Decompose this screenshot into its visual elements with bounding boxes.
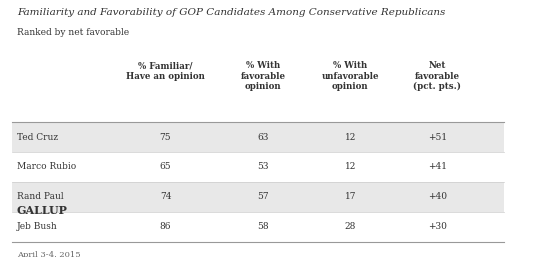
- Text: April 3-4, 2015: April 3-4, 2015: [17, 251, 80, 257]
- Text: 17: 17: [344, 192, 356, 201]
- Text: % Familiar/
Have an opinion: % Familiar/ Have an opinion: [126, 61, 205, 81]
- Text: GALLUP: GALLUP: [17, 205, 68, 216]
- Text: Net
favorable
(pct. pts.): Net favorable (pct. pts.): [413, 61, 461, 91]
- Text: 86: 86: [160, 222, 171, 231]
- Text: 63: 63: [257, 133, 269, 142]
- Text: Ted Cruz: Ted Cruz: [17, 133, 58, 142]
- Text: 12: 12: [344, 162, 356, 171]
- Text: 57: 57: [257, 192, 269, 201]
- Text: 65: 65: [160, 162, 171, 171]
- Text: +40: +40: [428, 192, 447, 201]
- FancyBboxPatch shape: [12, 182, 504, 212]
- FancyBboxPatch shape: [12, 122, 504, 152]
- Text: Ranked by net favorable: Ranked by net favorable: [17, 28, 129, 37]
- Text: Familiarity and Favorability of GOP Candidates Among Conservative Republicans: Familiarity and Favorability of GOP Cand…: [17, 8, 445, 17]
- Text: Marco Rubio: Marco Rubio: [17, 162, 76, 171]
- Text: 75: 75: [160, 133, 171, 142]
- Text: % With
favorable
opinion: % With favorable opinion: [240, 61, 286, 91]
- Text: % With
unfavorable
opinion: % With unfavorable opinion: [321, 61, 379, 91]
- Text: 12: 12: [344, 133, 356, 142]
- Text: +30: +30: [428, 222, 447, 231]
- Text: +41: +41: [428, 162, 447, 171]
- Text: 28: 28: [344, 222, 356, 231]
- Text: 53: 53: [257, 162, 269, 171]
- Text: Rand Paul: Rand Paul: [17, 192, 64, 201]
- Text: 58: 58: [257, 222, 269, 231]
- Text: +51: +51: [428, 133, 447, 142]
- Text: 74: 74: [160, 192, 171, 201]
- Text: Jeb Bush: Jeb Bush: [17, 222, 58, 231]
